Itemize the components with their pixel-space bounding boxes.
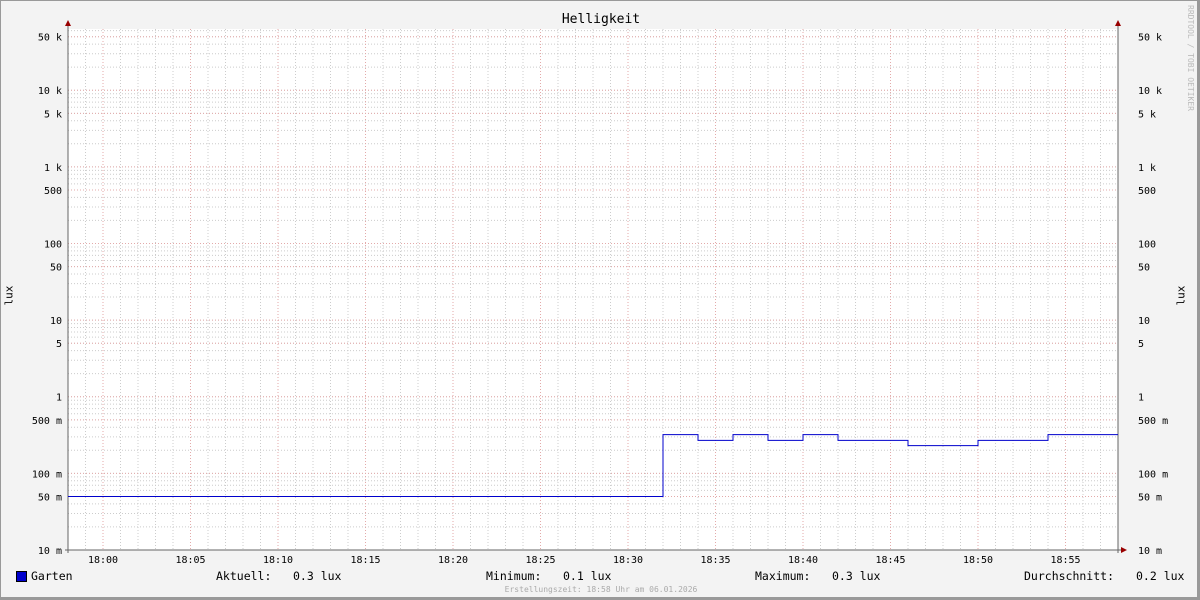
x-tick-label: 18:45	[875, 555, 905, 566]
y-tick-label-left: 50 k	[38, 33, 62, 44]
y-tick-label-right: 5 k	[1138, 109, 1156, 120]
y-tick-label-right: 500	[1138, 186, 1156, 197]
stat-min-value: 0.1 lux	[563, 569, 612, 583]
x-tick-label: 18:20	[438, 555, 468, 566]
y-tick-label-right: 10	[1138, 316, 1150, 327]
y-axis-label-right: lux	[1174, 285, 1188, 306]
y-tick-label-right: 1 k	[1138, 163, 1156, 174]
stat-max-label: Maximum:	[755, 569, 811, 583]
x-tick-label: 18:10	[263, 555, 293, 566]
watermark: RRDTOOL / TOBI OETIKER	[1186, 5, 1195, 111]
y-tick-label-left: 10 k	[38, 86, 62, 97]
x-tick-label: 18:05	[175, 555, 205, 566]
arrow-up-icon	[65, 20, 71, 26]
legend: Garten Aktuell: 0.3 lux Minimum: 0.1 lux…	[1, 569, 1197, 585]
x-tick-label: 18:50	[963, 555, 993, 566]
arrow-up-icon	[1115, 20, 1121, 26]
stat-current-label: Aktuell:	[216, 569, 272, 583]
y-tick-label-left: 1	[56, 393, 62, 404]
x-tick-label: 18:55	[1050, 555, 1080, 566]
stat-current-value: 0.3 lux	[293, 569, 342, 583]
y-tick-label-right: 50	[1138, 263, 1150, 274]
y-tick-label-left: 500	[44, 186, 62, 197]
footer: Erstellungszeit: 18:58 Uhr am 06.01.2026	[504, 585, 698, 594]
stat-min-label: Minimum:	[486, 569, 542, 583]
y-tick-label-right: 100 m	[1138, 469, 1168, 480]
x-tick-label: 18:30	[613, 555, 643, 566]
stat-avg-label: Durchschnitt:	[1024, 569, 1115, 583]
legend-swatch	[16, 571, 27, 582]
y-tick-label-left: 10 m	[38, 546, 62, 557]
y-tick-label-left: 500 m	[32, 416, 62, 427]
stat-max-value: 0.3 lux	[832, 569, 881, 583]
y-tick-label-left: 50 m	[38, 492, 62, 503]
x-tick-label: 18:15	[350, 555, 380, 566]
y-tick-label-left: 50	[50, 263, 62, 274]
y-tick-label-left: 100 m	[32, 469, 62, 480]
y-tick-label-left: 10	[50, 316, 62, 327]
y-tick-label-right: 1	[1138, 393, 1144, 404]
x-tick-label: 18:35	[700, 555, 730, 566]
y-axis-label-left: lux	[2, 285, 16, 306]
legend-label: Garten	[31, 569, 73, 583]
y-tick-label-right: 5	[1138, 339, 1144, 350]
y-tick-label-left: 100	[44, 239, 62, 250]
arrow-right-icon	[1121, 547, 1127, 553]
x-tick-label: 18:00	[88, 555, 118, 566]
y-tick-label-right: 100	[1138, 239, 1156, 250]
plot-background	[68, 29, 1118, 550]
y-tick-label-left: 5 k	[44, 109, 62, 120]
series-line	[68, 434, 1118, 497]
stat-avg-value: 0.2 lux	[1136, 569, 1185, 583]
y-tick-label-right: 50 k	[1138, 33, 1162, 44]
y-tick-label-right: 500 m	[1138, 416, 1168, 427]
y-tick-label-left: 5	[56, 339, 62, 350]
y-tick-label-right: 10 k	[1138, 86, 1162, 97]
x-tick-label: 18:25	[525, 555, 555, 566]
x-tick-label: 18:40	[788, 555, 818, 566]
y-tick-label-left: 1 k	[44, 163, 62, 174]
chart-title: Helligkeit	[561, 12, 641, 27]
y-tick-label-right: 10 m	[1138, 546, 1162, 557]
y-tick-label-right: 50 m	[1138, 492, 1162, 503]
